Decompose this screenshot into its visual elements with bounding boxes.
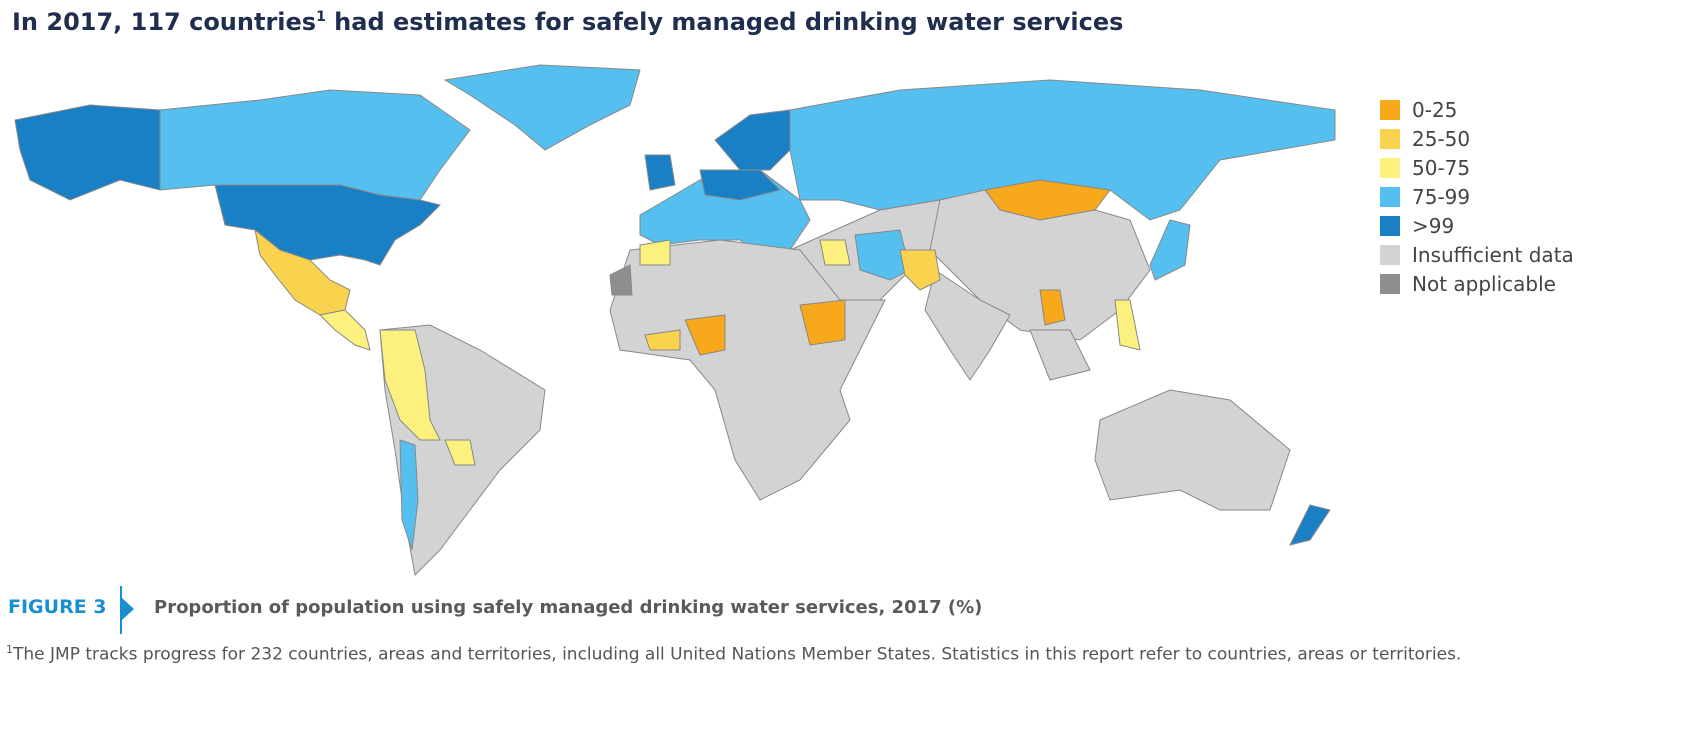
region <box>14 104 161 201</box>
region <box>854 229 911 281</box>
divider <box>120 586 122 634</box>
region <box>444 439 476 466</box>
region <box>899 249 941 291</box>
legend-swatch <box>1380 273 1400 294</box>
region <box>699 169 781 201</box>
region <box>159 89 471 201</box>
region <box>1039 289 1066 326</box>
legend-swatch <box>1380 99 1400 120</box>
region <box>1029 329 1091 381</box>
region <box>609 264 633 296</box>
legend-label: >99 <box>1412 213 1455 238</box>
title: In 2017, 117 countries1 had estimates fo… <box>12 8 1123 36</box>
region <box>1289 504 1331 546</box>
title-sup: 1 <box>316 9 326 25</box>
region <box>789 79 1336 221</box>
footnote-sup: 1 <box>6 643 13 656</box>
region <box>379 329 441 441</box>
title-text: had estimates for safely managed drinkin… <box>325 8 1124 36</box>
legend-swatch <box>1380 157 1400 178</box>
region <box>639 239 671 266</box>
legend-label: 25-50 <box>1412 126 1471 151</box>
region <box>1114 299 1141 351</box>
legend-item: 75-99 <box>1380 182 1574 211</box>
region <box>924 269 1011 381</box>
region <box>443 64 641 151</box>
region <box>684 314 726 356</box>
legend-label: 50-75 <box>1412 155 1471 180</box>
legend-item: 50-75 <box>1380 153 1574 182</box>
legend-swatch <box>1380 215 1400 236</box>
region <box>1094 389 1291 511</box>
legend-item: Insufficient data <box>1380 240 1574 269</box>
footnote: 1The JMP tracks progress for 232 countri… <box>6 643 1461 665</box>
region <box>819 239 851 266</box>
legend-item: Not applicable <box>1380 269 1574 298</box>
region <box>399 439 419 551</box>
region <box>799 299 846 346</box>
marker <box>122 598 134 620</box>
caption: Proportion of population using safely ma… <box>154 597 983 618</box>
legend-swatch <box>1380 128 1400 149</box>
legend-label: 75-99 <box>1412 184 1471 209</box>
world-map <box>14 64 1336 577</box>
region <box>318 309 371 351</box>
region <box>714 109 791 171</box>
region <box>644 154 676 191</box>
legend-swatch <box>1380 186 1400 207</box>
region <box>1149 219 1191 281</box>
legend: 0-25 25-50 50-75 75-99 >99 Insufficient data N… <box>1380 95 1574 298</box>
figure-label: FIGURE 3 <box>8 596 107 618</box>
legend-item: 0-25 <box>1380 95 1574 124</box>
legend-swatch <box>1380 244 1400 265</box>
legend-label: Not applicable <box>1412 271 1556 296</box>
title-text: In 2017, 117 countries <box>12 8 317 36</box>
region <box>644 329 681 351</box>
legend-item: >99 <box>1380 211 1574 240</box>
legend-label: Insufficient data <box>1412 242 1574 267</box>
legend-label: 0-25 <box>1412 97 1458 122</box>
footnote-text: The JMP tracks progress for 232 countrie… <box>13 644 1462 665</box>
legend-item: 25-50 <box>1380 124 1574 153</box>
